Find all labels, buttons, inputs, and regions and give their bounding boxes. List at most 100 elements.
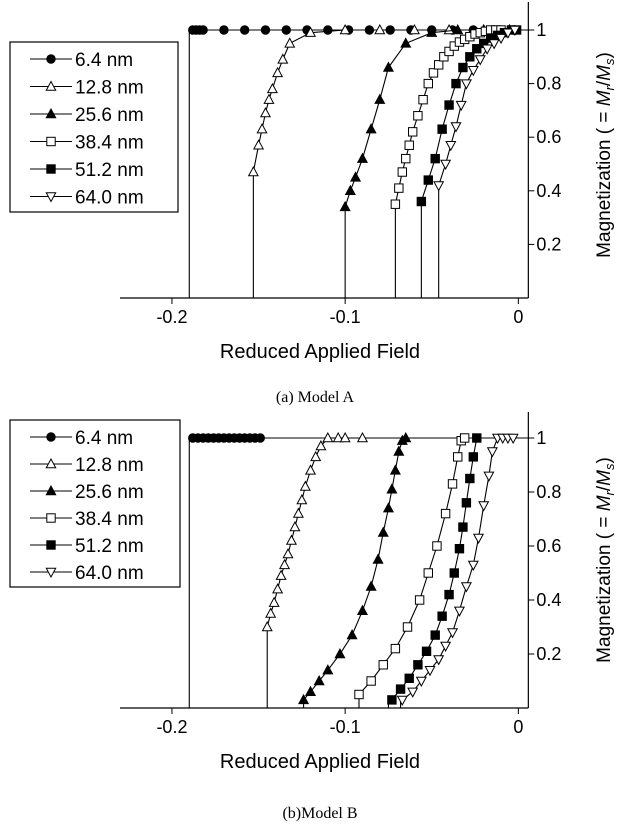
legend-box	[9, 41, 179, 213]
data-point	[389, 464, 401, 475]
data-point	[407, 127, 418, 137]
legend-label: 64.0 nm	[75, 188, 144, 209]
legend-marker	[46, 54, 56, 64]
legend-label: 6.4 nm	[75, 50, 133, 71]
data-point	[382, 502, 394, 513]
data-point	[426, 26, 438, 37]
data-point	[356, 604, 369, 615]
data-point	[332, 431, 344, 443]
data-point	[272, 583, 284, 594]
data-point	[467, 560, 479, 571]
y-axis-label-part: M	[594, 65, 615, 81]
data-point	[404, 140, 414, 150]
y-axis-label-part: M	[594, 90, 615, 106]
data-point	[256, 123, 268, 134]
data-point	[339, 23, 351, 35]
data-point	[415, 676, 427, 688]
data-point	[253, 139, 265, 150]
data-point	[365, 123, 377, 134]
data-point	[298, 693, 310, 705]
y-axis-label-part: r	[602, 490, 617, 495]
data-point	[304, 464, 317, 475]
y-tick-label: 0.6	[536, 536, 561, 556]
data-point	[472, 533, 485, 544]
data-point	[458, 522, 468, 532]
data-point	[390, 199, 401, 209]
legend-marker	[46, 513, 56, 523]
y-axis-label-part: Magnetization ( =	[594, 106, 615, 258]
legend-label: 12.8 nm	[75, 455, 144, 476]
data-point	[255, 433, 265, 443]
data-point	[467, 66, 479, 77]
data-point	[447, 479, 458, 489]
data-point	[219, 25, 229, 35]
y-axis-label-part: Magnetization ( =	[594, 511, 615, 663]
data-point	[472, 44, 482, 54]
data-point	[486, 447, 498, 458]
data-point	[272, 66, 284, 78]
data-point	[430, 153, 440, 164]
data-point	[395, 684, 406, 694]
data-point	[453, 606, 465, 617]
data-point	[474, 55, 486, 66]
legend-label: 51.2 nm	[75, 536, 144, 557]
data-point	[440, 641, 452, 652]
panel-caption: (a) Model A	[276, 389, 355, 406]
data-point	[394, 183, 404, 193]
data-point	[198, 25, 208, 35]
data-point	[377, 526, 389, 537]
legend-label: 25.6 nm	[75, 105, 144, 126]
data-point	[402, 622, 413, 632]
data-point	[344, 184, 356, 195]
x-tick-label: -0.1	[330, 717, 361, 737]
data-point	[339, 431, 351, 443]
data-point	[354, 689, 364, 700]
y-axis-label-part: s	[602, 463, 617, 470]
y-tick-label: 0.8	[536, 482, 561, 502]
data-point	[413, 660, 423, 670]
series-51-2-nm	[387, 433, 529, 708]
legend-label: 38.4 nm	[75, 509, 144, 530]
data-point	[433, 181, 445, 192]
legend: 6.4 nm 12.8 nm 25.6 nm 38.4 nm 51.2 nm 64.0 n…	[9, 419, 181, 588]
legend-marker	[45, 192, 57, 203]
data-point	[433, 655, 445, 666]
data-point	[440, 159, 452, 171]
data-point	[366, 676, 376, 686]
data-point	[277, 53, 289, 64]
data-point	[382, 61, 394, 72]
data-point	[313, 674, 325, 686]
data-point	[296, 494, 308, 505]
data-point	[285, 534, 297, 545]
data-point	[322, 664, 334, 675]
data-point	[428, 68, 439, 78]
x-tick-label: -0.2	[156, 307, 187, 327]
y-tick-label: 0.4	[536, 181, 561, 201]
data-point	[423, 78, 433, 89]
y-tick-label: 0.6	[536, 127, 561, 147]
data-point	[446, 628, 459, 639]
data-point	[423, 175, 433, 185]
legend: 6.4 nm 12.8 nm 25.6 nm 38.4 nm 51.2 nm 64.0 n…	[9, 41, 179, 213]
legend-marker	[46, 136, 56, 147]
series-64-0-nm	[396, 433, 529, 708]
data-point	[454, 544, 465, 554]
data-point	[263, 93, 275, 104]
legend-label: 6.4 nm	[75, 428, 133, 449]
data-point	[509, 25, 521, 37]
y-tick-label: 0.2	[536, 234, 561, 254]
y-axis-label-part: )	[594, 52, 615, 58]
data-point	[465, 473, 475, 484]
data-point	[423, 568, 433, 578]
y-axis-label-part: )	[594, 457, 615, 463]
x-tick-label: 0	[513, 307, 523, 327]
legend-marker	[46, 540, 56, 550]
legend-box	[9, 419, 181, 588]
data-point	[315, 440, 327, 451]
data-point	[386, 483, 398, 494]
data-point	[451, 78, 461, 89]
series-12-8-nm	[261, 431, 529, 708]
data-point	[439, 52, 449, 62]
y-tick-label: 0.8	[536, 74, 561, 94]
series-38-4-nm	[354, 433, 529, 708]
